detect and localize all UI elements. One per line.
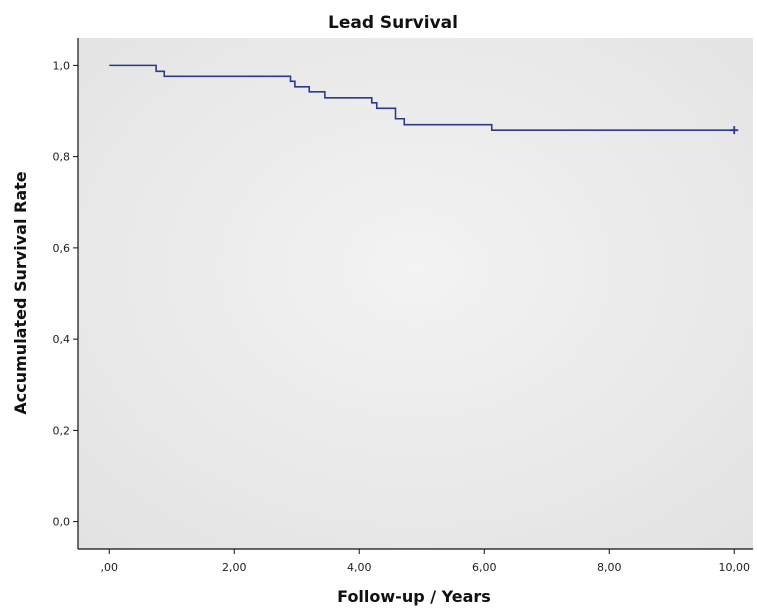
censor-mark [730, 126, 739, 135]
plot-area [78, 38, 753, 549]
y-axis-label: Accumulated Survival Rate [11, 171, 30, 414]
survival-step-line [109, 64, 735, 131]
x-tick-label: 10,00 [719, 561, 751, 574]
x-tick-label: 4,00 [347, 561, 372, 574]
y-tick-label: 1,0 [53, 59, 71, 72]
y-tick-label: 0,6 [53, 242, 71, 255]
x-axis-label: Follow-up / Years [337, 587, 491, 606]
x-tick-label: 8,00 [597, 561, 622, 574]
x-tick-label: 2,00 [222, 561, 247, 574]
y-tick-label: 0,8 [53, 151, 71, 164]
chart-title: Lead Survival [328, 13, 458, 33]
y-tick-label: 0,4 [53, 333, 71, 346]
x-tick-label: ,00 [101, 561, 119, 574]
y-tick-label: 0,2 [53, 424, 71, 437]
x-tick-label: 6,00 [472, 561, 497, 574]
y-tick-label: 0,0 [53, 516, 71, 529]
